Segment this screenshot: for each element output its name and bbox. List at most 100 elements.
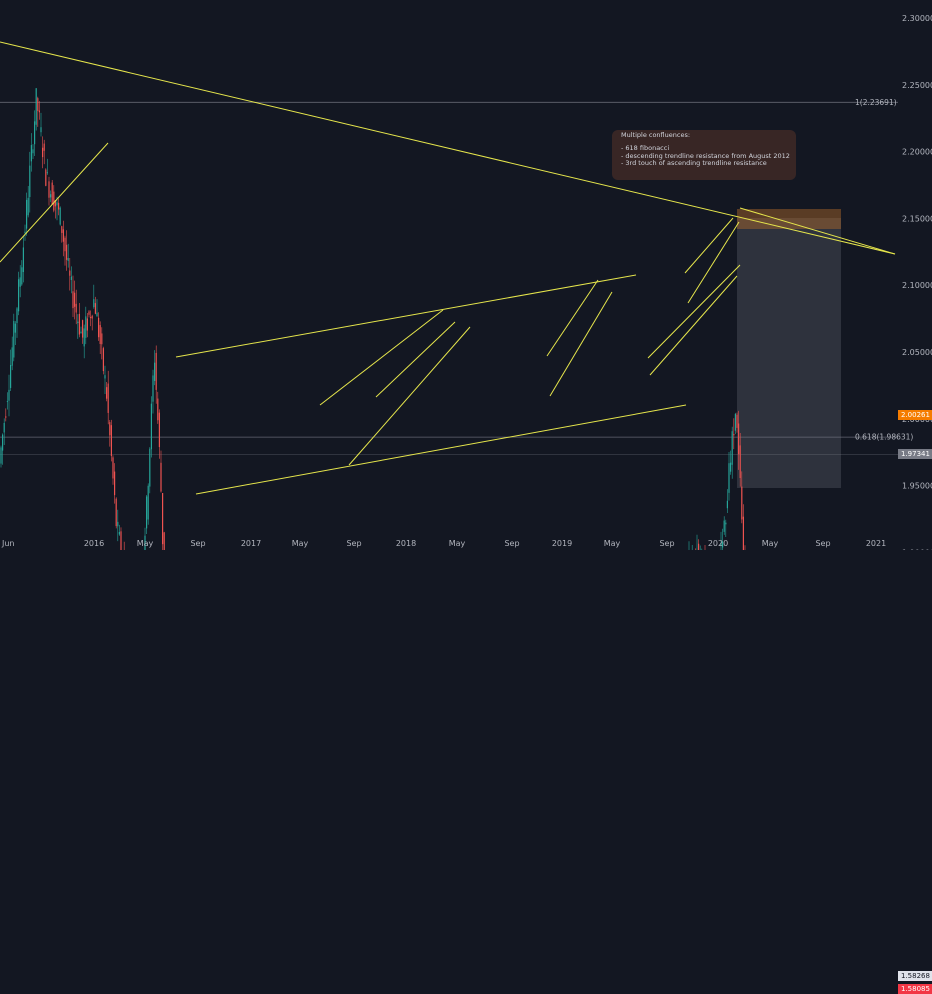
note-line: - 3rd touch of ascending trendline resis…	[621, 158, 767, 167]
candle-up	[27, 197, 29, 216]
candle-up	[96, 312, 98, 317]
candle-up	[59, 207, 61, 225]
note-line: - 618 fibonacci	[621, 144, 670, 153]
y-tick-label: 1.90000	[902, 548, 932, 550]
candle-down	[74, 292, 76, 307]
candle-up	[725, 522, 727, 525]
x-tick-label: May	[604, 539, 621, 548]
x-tick-label: Sep	[659, 539, 674, 548]
candle-down	[742, 516, 744, 550]
candle-up	[152, 375, 154, 402]
x-tick-label: Jun	[1, 539, 15, 548]
candle-down	[61, 226, 63, 233]
candle-up	[19, 277, 21, 287]
x-tick-label: 2017	[241, 539, 261, 548]
x-tick-label: Sep	[190, 539, 205, 548]
y-tick-label: 2.10000	[902, 281, 932, 290]
candle-up	[730, 462, 732, 472]
candle-up	[118, 531, 120, 535]
candle-up	[13, 320, 15, 358]
time-axis[interactable]: Jun 2016 May Sep 2017 May Sep 2018 May Sep 2019 May…	[1, 539, 886, 548]
x-tick-label: May	[762, 539, 779, 548]
candle-down	[114, 471, 116, 496]
candle-up	[80, 331, 82, 334]
y-tick-label: 2.25000	[902, 81, 932, 90]
trendline	[195, 404, 687, 495]
candle-down	[160, 462, 162, 492]
candle-up	[146, 496, 148, 529]
candle-up	[6, 401, 8, 403]
candle-up	[93, 299, 95, 308]
trendline	[0, 142, 109, 263]
note-title: Multiple confluences:	[621, 131, 691, 139]
candle-down	[90, 317, 92, 318]
trendline	[647, 264, 741, 359]
x-tick-label: May	[137, 539, 154, 548]
fibonacci-levels: 1(2.23691)0.618(1.98631)0(1.58106)	[0, 98, 913, 455]
candle-up	[0, 447, 2, 464]
candle-up	[144, 535, 146, 550]
candle-down	[64, 237, 66, 252]
candle-up	[40, 127, 42, 133]
x-tick-label: May	[449, 539, 466, 548]
candle-up	[67, 258, 69, 261]
trendline	[348, 326, 471, 466]
candle-down	[78, 313, 80, 335]
trendlines	[0, 41, 896, 495]
x-tick-label: 2020	[708, 539, 728, 548]
candle-down	[48, 181, 50, 198]
candle-up	[11, 347, 13, 366]
note-line: - descending trendline resistance from A…	[621, 151, 790, 160]
candle-up	[720, 542, 722, 547]
candle-up	[24, 231, 26, 233]
candle-down	[94, 303, 96, 314]
candle-down	[157, 398, 159, 421]
trendline	[739, 207, 896, 255]
candle-down	[66, 244, 68, 260]
candle-down	[741, 486, 743, 520]
candle-down	[115, 498, 117, 527]
x-tick-label: 2016	[84, 539, 104, 548]
price-axis[interactable]: 2.30000 2.25000 2.20000 2.15000 2.10000 2.050…	[902, 14, 932, 550]
candle-down	[53, 191, 55, 211]
x-tick-label: May	[292, 539, 309, 548]
candle-up	[726, 500, 728, 509]
candle-up	[728, 463, 730, 493]
candle-down	[51, 182, 53, 205]
annotation-note[interactable]: Multiple confluences: - 618 fibonacci - …	[612, 130, 796, 180]
candle-down	[43, 143, 45, 151]
candle-down	[58, 202, 60, 210]
candle-down	[75, 303, 77, 313]
candle-down	[86, 318, 88, 331]
candle-down	[158, 412, 160, 448]
candle-up	[10, 365, 12, 388]
candle-up	[723, 520, 725, 532]
price-badge: 1.58085	[898, 983, 932, 994]
candle-up	[18, 279, 20, 312]
trendline	[687, 221, 740, 304]
trendline	[0, 41, 896, 255]
candle-down	[37, 98, 39, 111]
candle-down	[733, 433, 735, 436]
candle-up	[30, 145, 32, 162]
price-chart[interactable]: 1(2.23691)0.618(1.98631)0(1.58106) 2.300…	[0, 0, 932, 550]
candle-down	[163, 532, 165, 550]
candle-up	[29, 165, 31, 197]
candle-down	[112, 457, 114, 479]
candle-up	[34, 121, 36, 145]
candle-up	[154, 362, 156, 381]
candle-down	[109, 422, 111, 436]
candle-down	[106, 387, 108, 399]
x-tick-label: Sep	[504, 539, 519, 548]
trendline	[549, 291, 613, 397]
candle-down	[107, 383, 109, 413]
fib-level-label: 0.618(1.98631)	[855, 433, 913, 442]
candle-down	[101, 333, 103, 345]
candle-up	[3, 422, 5, 433]
projection-box-orange	[737, 209, 841, 229]
candle-down	[698, 543, 700, 550]
candlestick-series	[0, 88, 746, 550]
candle-up	[85, 316, 87, 338]
candle-down	[42, 147, 44, 158]
candle-up	[16, 308, 18, 324]
